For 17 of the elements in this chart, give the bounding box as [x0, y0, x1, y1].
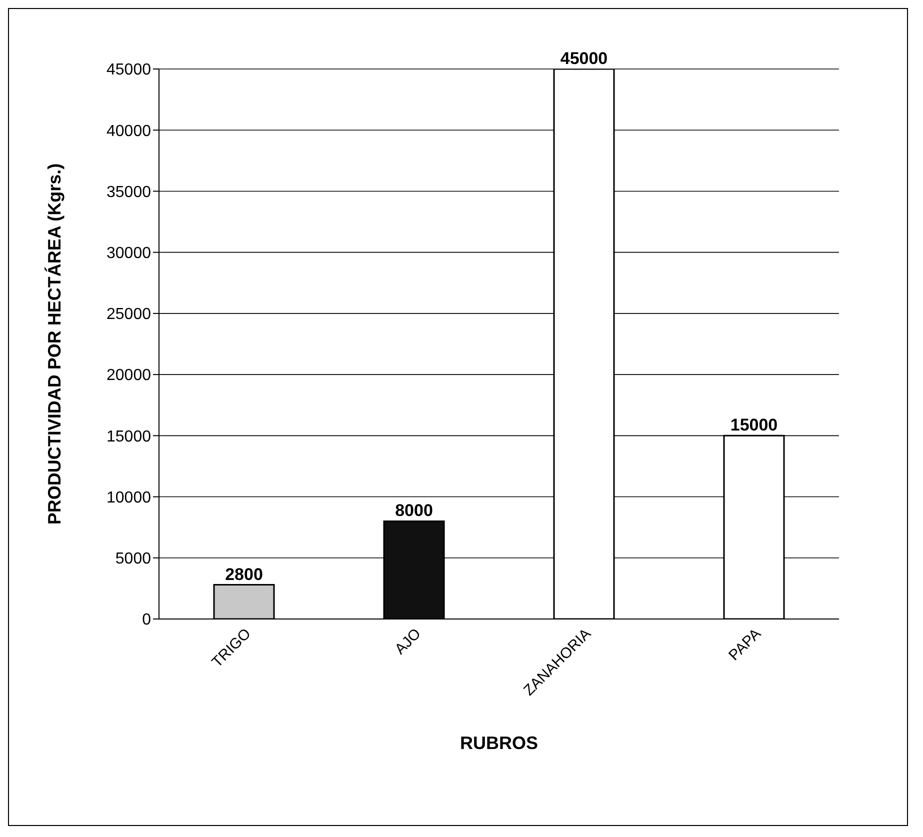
y-tick-label: 30000	[106, 245, 152, 262]
y-axis-title: PRODUCTIVIDAD POR HECTÁREA (Kgrs.)	[44, 163, 64, 525]
data-label: 45000	[560, 49, 608, 68]
y-tick-label: 35000	[106, 184, 152, 201]
y-tick-label: 5000	[115, 550, 152, 568]
y-tick-label: 45000	[106, 62, 152, 79]
x-tick-label: AJO	[392, 625, 424, 658]
y-tick-label: 25000	[106, 306, 152, 324]
y-tick-label: 0	[142, 612, 152, 629]
y-tick-label: 20000	[106, 367, 152, 384]
x-axis-title: RUBROS	[460, 733, 538, 753]
data-label: 8000	[395, 501, 433, 520]
y-tick-label: 40000	[106, 122, 152, 140]
data-label: 2800	[225, 564, 263, 584]
y-tick-label: 10000	[106, 489, 152, 506]
y-tick-label: 15000	[106, 428, 152, 446]
data-label: 15000	[730, 416, 778, 435]
